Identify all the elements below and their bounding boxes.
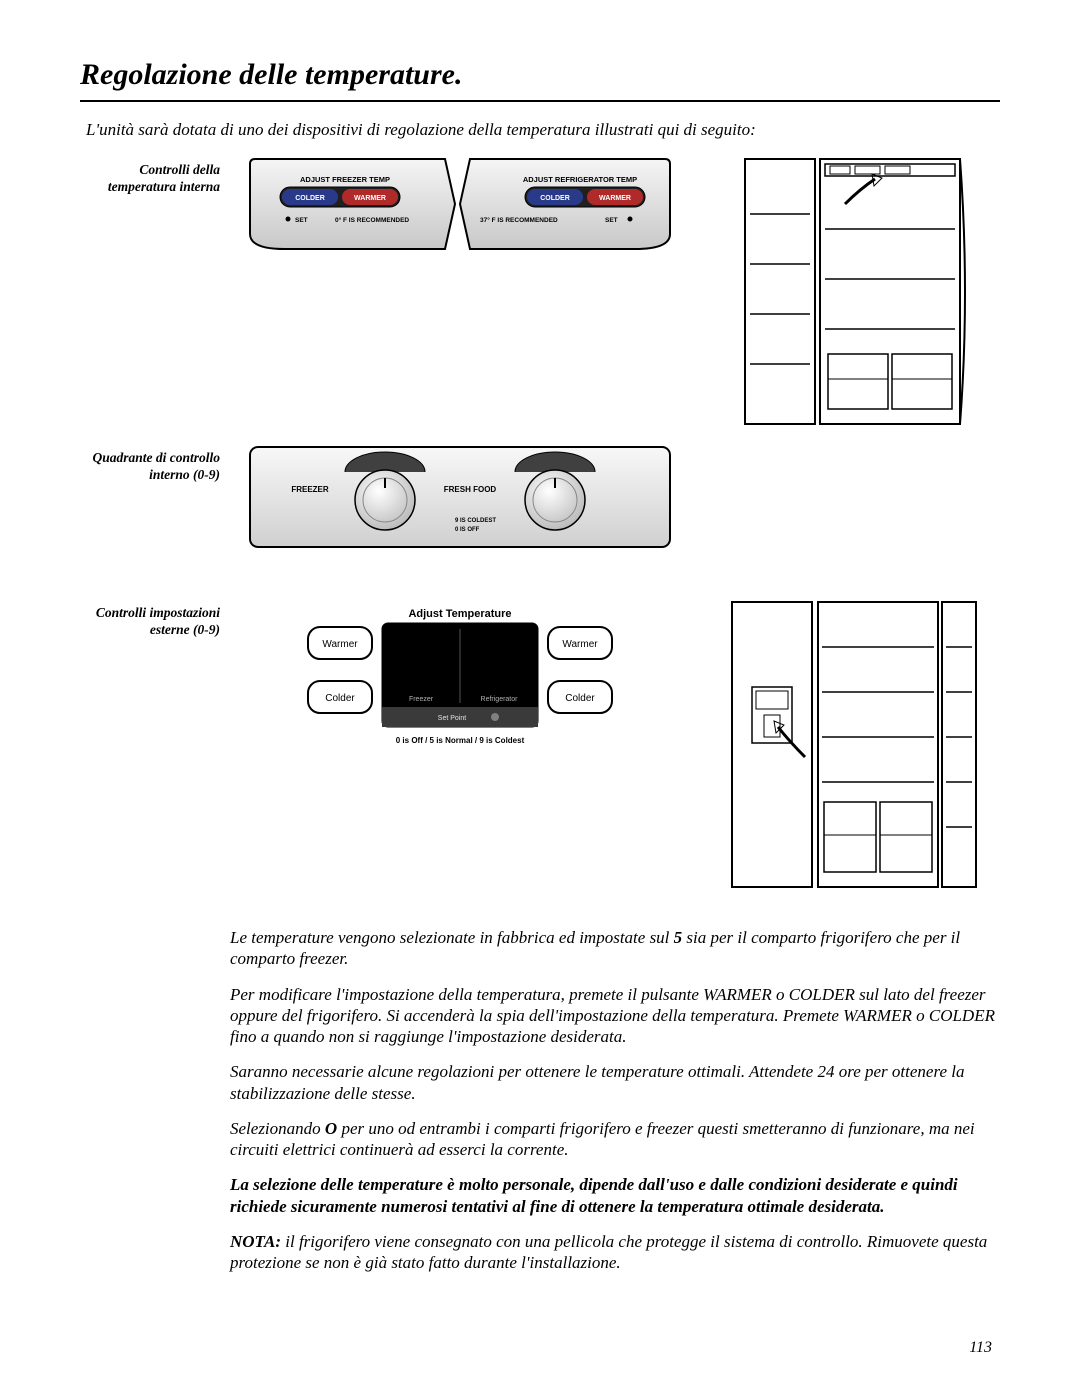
colder-right-button[interactable]: Colder	[565, 693, 595, 704]
label-internal-temp: Controlli dellatemperatura interna	[80, 162, 220, 196]
row-internal-temp: Controlli dellatemperatura interna ADJUS…	[80, 154, 1000, 434]
paragraph-2: Per modificare l'impostazione della temp…	[230, 984, 1000, 1048]
dial-note-off: 0 IS OFF	[455, 527, 480, 533]
warmer-left-button[interactable]: Warmer	[322, 639, 358, 650]
warmer-button-fridge[interactable]: WARMER	[599, 195, 631, 202]
row-dial-control: Quadrante di controllointerno (0-9) FREE…	[80, 442, 1000, 557]
panel-external-control: Adjust Temperature Warmer Colder Warmer …	[300, 603, 620, 897]
warmer-button-freezer[interactable]: WARMER	[354, 195, 386, 202]
panel-dial-control: FREEZER FRESH FOOD 9 IS COLDEST 0 IS OFF	[245, 442, 675, 557]
dial-note-coldest: 9 IS COLDEST	[455, 518, 496, 524]
setpoint-label: Set Point	[438, 715, 466, 722]
fridge-illustration-bottom	[730, 597, 980, 897]
panel3-footnote: 0 is Off / 5 is Normal / 9 is Coldest	[396, 736, 525, 745]
paragraph-6: NOTA: il frigorifero viene consegnato co…	[230, 1231, 1000, 1274]
paragraph-3: Saranno necessarie alcune regolazioni pe…	[230, 1061, 1000, 1104]
paragraph-5: La selezione delle temperature è molto p…	[230, 1174, 1000, 1217]
warmer-right-button[interactable]: Warmer	[562, 639, 598, 650]
fridge-temp-title: ADJUST REFRIGERATOR TEMP	[523, 175, 637, 184]
rec-fridge: 37° F IS RECOMMENDED	[480, 216, 558, 224]
colder-button-fridge[interactable]: COLDER	[540, 195, 570, 202]
freshfood-dial-label: FRESH FOOD	[444, 485, 497, 494]
label-external-control: Controlli impostazioniesterne (0-9)	[80, 605, 220, 639]
freezer-temp-title: ADJUST FREEZER TEMP	[300, 175, 390, 184]
row-external-control: Controlli impostazioniesterne (0-9) Adju…	[80, 597, 1000, 897]
intro-text: L'unità sarà dotata di uno dei dispositi…	[86, 120, 1000, 140]
colder-button-freezer[interactable]: COLDER	[295, 195, 325, 202]
body-text: Le temperature vengono selezionate in fa…	[230, 927, 1000, 1273]
rec-freezer: 0° F IS RECOMMENDED	[335, 216, 409, 224]
page-title: Regolazione delle temperature.	[80, 58, 1000, 102]
screen-freezer-label: Freezer	[409, 696, 434, 703]
page-number: 113	[969, 1339, 992, 1357]
fridge-illustration-top	[740, 154, 970, 434]
adjust-temp-title: Adjust Temperature	[408, 608, 511, 620]
set-label-fridge: SET	[605, 217, 618, 224]
colder-left-button[interactable]: Colder	[325, 693, 355, 704]
freezer-dial-label: FREEZER	[291, 485, 329, 494]
panel-internal-temp: ADJUST FREEZER TEMP COLDER WARMER SET 0°…	[245, 154, 675, 434]
set-label-freezer: SET	[295, 217, 308, 224]
screen-fridge-label: Refrigerator	[481, 696, 519, 703]
label-dial-control: Quadrante di controllointerno (0-9)	[80, 450, 220, 484]
paragraph-4: Selezionando O per uno od entrambi i com…	[230, 1118, 1000, 1161]
paragraph-1: Le temperature vengono selezionate in fa…	[230, 927, 1000, 970]
